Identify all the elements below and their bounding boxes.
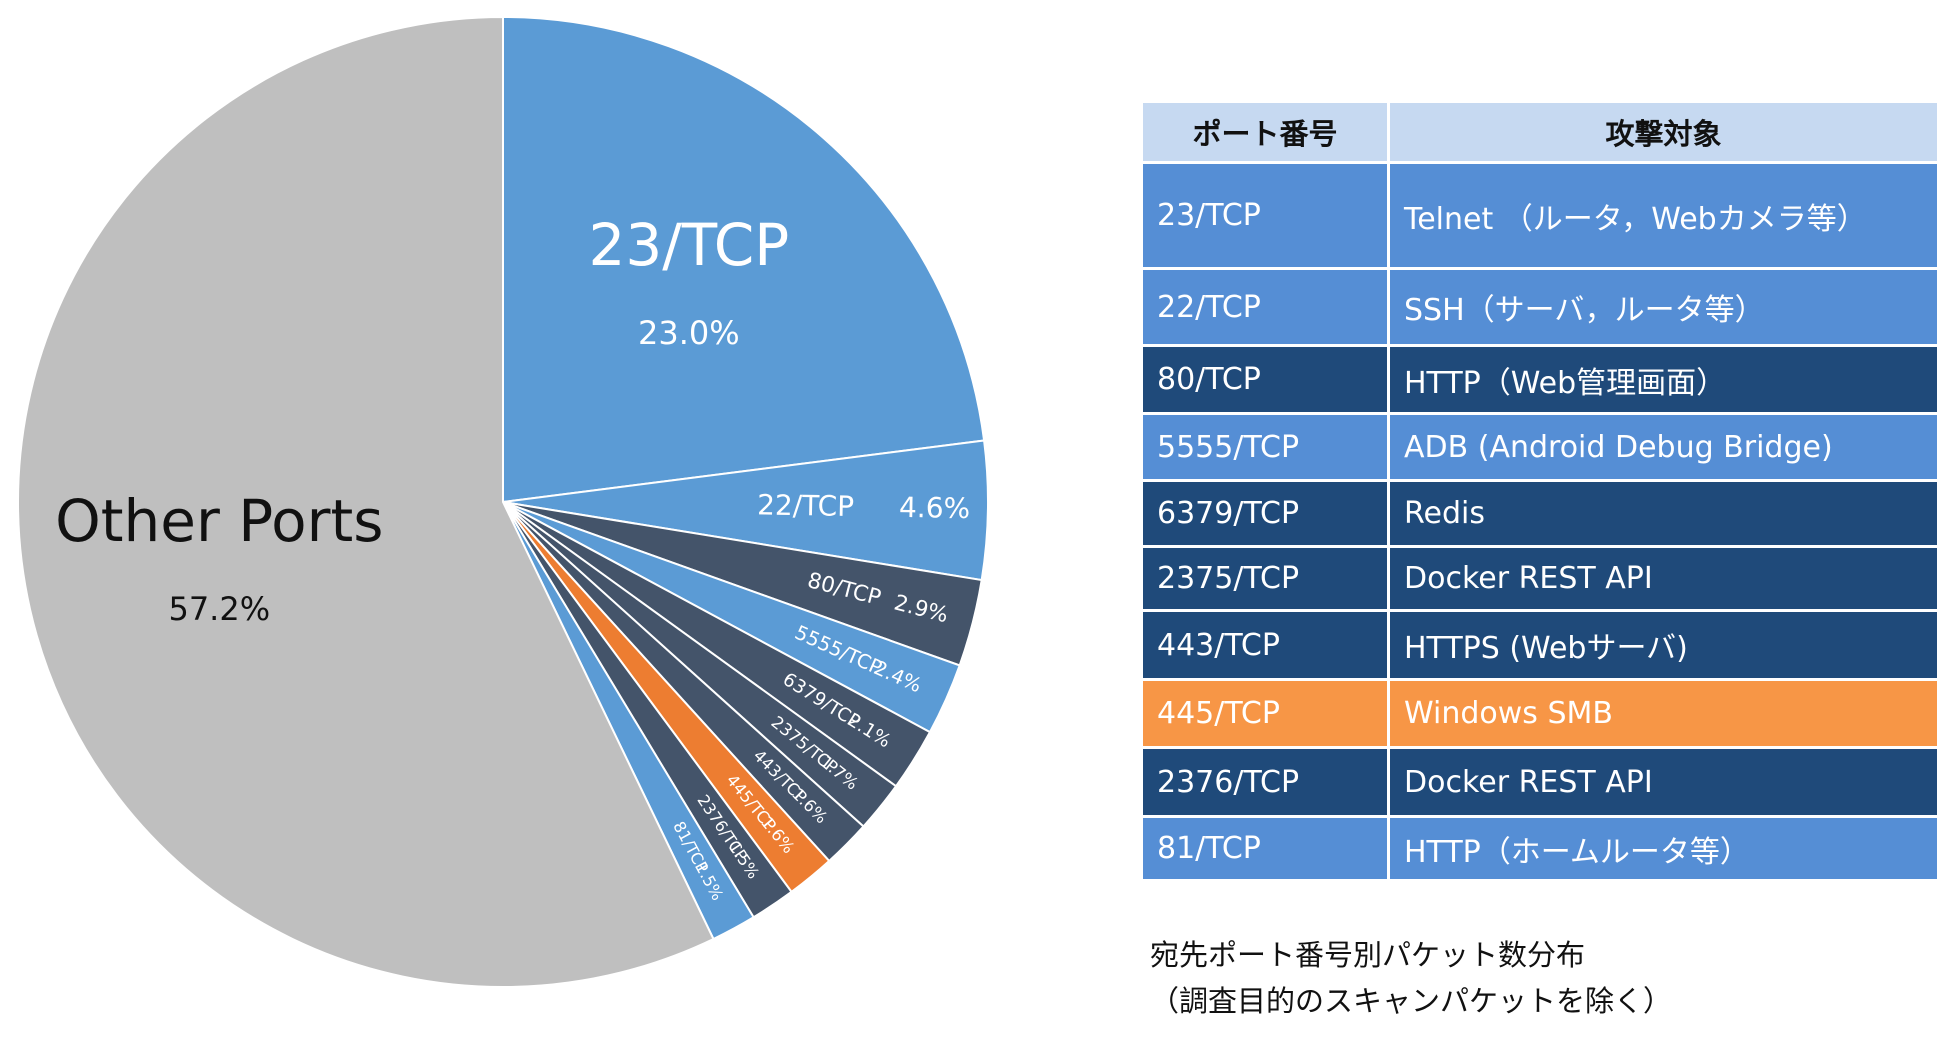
table-row: 2376/TCP Docker REST API [1140, 746, 1940, 818]
target-cell: ADB (Android Debug Bridge) [1387, 412, 1940, 482]
port-cell: 80/TCP [1140, 344, 1390, 415]
port-cell: 2376/TCP [1140, 746, 1390, 818]
slice-label: 23/TCP [588, 211, 789, 279]
port-table: ポート番号 攻撃対象 23/TCP Telnet （ルータ，Webカメラ等） 22/… [1140, 100, 1940, 882]
port-cell: 6379/TCP [1140, 479, 1390, 548]
target-cell: Telnet （ルータ，Webカメラ等） [1387, 161, 1940, 270]
port-cell: 5555/TCP [1140, 412, 1390, 482]
pie-slice [502, 15, 986, 504]
target-cell: HTTP（Web管理画面） [1387, 344, 1940, 415]
table-row: 445/TCP Windows SMB [1140, 678, 1940, 749]
table-row: 81/TCP HTTP（ホームルータ等） [1140, 815, 1940, 882]
table-row: 2375/TCP Docker REST API [1140, 545, 1940, 612]
caption: 宛先ポート番号別パケット数分布 [1150, 938, 1586, 972]
target-cell: Windows SMB [1387, 678, 1940, 749]
target-cell: HTTPS (Webサーバ) [1387, 609, 1940, 681]
table-row: 443/TCP HTTPS (Webサーバ) [1140, 609, 1940, 681]
port-cell: 81/TCP [1140, 815, 1390, 882]
table-row: 6379/TCP Redis [1140, 479, 1940, 548]
target-cell: SSH（サーバ，ルータ等） [1387, 267, 1940, 347]
target-cell: Docker REST API [1387, 545, 1940, 612]
table-row: 22/TCP SSH（サーバ，ルータ等） [1140, 267, 1940, 347]
slice-label: Other Ports [55, 487, 383, 555]
value-label: 57.2% [168, 590, 270, 628]
target-cell: Docker REST API [1387, 746, 1940, 818]
port-cell: 2375/TCP [1140, 545, 1390, 612]
port-cell: 22/TCP [1140, 267, 1390, 347]
value-label: 4.6% [899, 491, 971, 525]
caption: （調査目的のスキャンパケットを除く） [1150, 984, 1673, 1018]
port-cell: 23/TCP [1140, 161, 1390, 270]
target-cell: HTTP（ホームルータ等） [1387, 815, 1940, 882]
slice-label: 22/TCP [757, 488, 855, 523]
header-cell: 攻撃対象 [1387, 100, 1940, 164]
port-cell: 445/TCP [1140, 678, 1390, 749]
table-row: 23/TCP Telnet （ルータ，Webカメラ等） [1140, 161, 1940, 270]
target-cell: Redis [1387, 479, 1940, 548]
table-row: 5555/TCP ADB (Android Debug Bridge) [1140, 412, 1940, 482]
header-cell: ポート番号 [1140, 100, 1390, 164]
table-header: ポート番号 攻撃対象 [1140, 100, 1940, 164]
value-label: 23.0% [638, 314, 740, 352]
pie-slice [17, 15, 715, 988]
port-cell: 443/TCP [1140, 609, 1390, 681]
table-row: 80/TCP HTTP（Web管理画面） [1140, 344, 1940, 415]
